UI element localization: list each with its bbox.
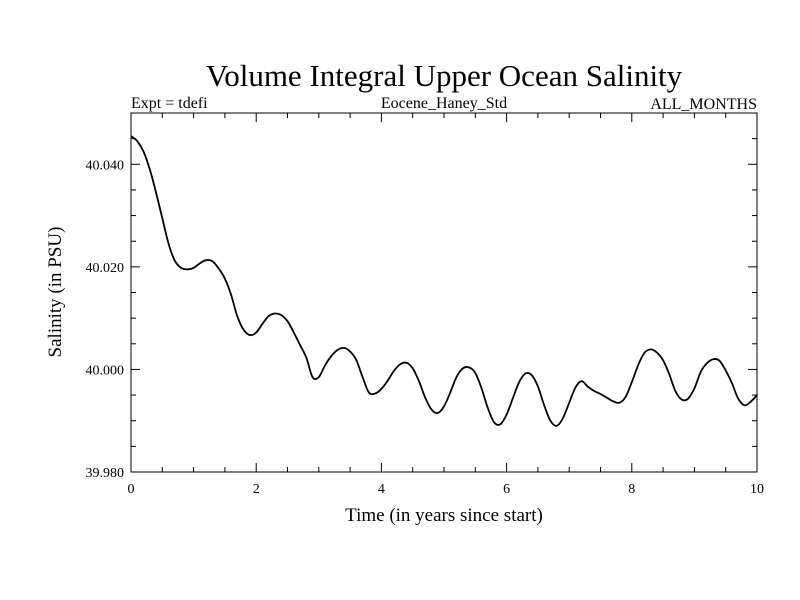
x-tick-label: 10 [750, 482, 764, 497]
x-tick-label: 4 [378, 482, 385, 497]
y-tick-label: 40.020 [86, 261, 125, 276]
subtitle-left: Expt = tdefi [131, 95, 208, 112]
series-layer [130, 135, 758, 427]
y-axis-ticks [131, 112, 757, 473]
x-axis-label: Time (in years since start) [345, 505, 543, 526]
y-tick-label: 40.040 [86, 158, 125, 173]
subtitle-center: Eocene_Haney_Std [381, 95, 507, 112]
y-axis-tick-labels: 39.980 40.000 40.020 40.040 [86, 158, 125, 481]
y-tick-label: 39.980 [86, 466, 125, 481]
x-tick-label: 2 [253, 482, 260, 497]
chart-title: Volume Integral Upper Ocean Salinity [206, 58, 683, 93]
y-axis-label: Salinity (in PSU) [45, 227, 66, 358]
x-axis-tick-labels: 0 2 4 6 8 10 [128, 482, 765, 497]
subtitle-right: ALL_MONTHS [650, 96, 757, 113]
y-tick-label: 40.000 [86, 363, 125, 378]
x-tick-label: 0 [128, 482, 135, 497]
x-axis-ticks [130, 113, 758, 472]
plot-frame [130, 112, 758, 473]
x-tick-label: 8 [628, 482, 635, 497]
salinity-series-line [130, 135, 758, 427]
x-tick-label: 6 [503, 482, 510, 497]
